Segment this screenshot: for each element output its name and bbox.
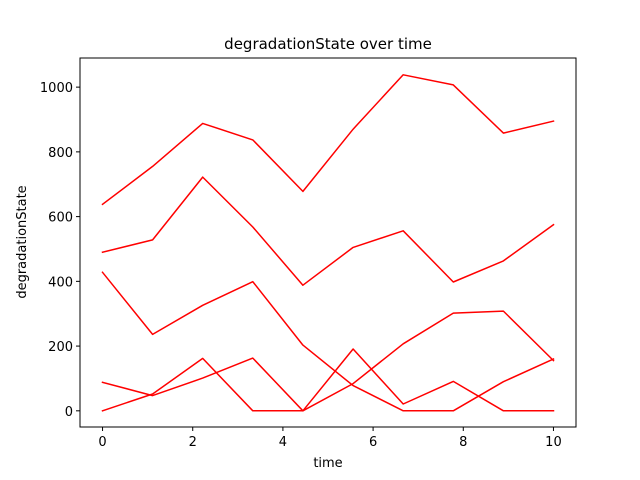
x-tick-label: 6	[369, 435, 377, 450]
x-axis-label: time	[313, 456, 342, 471]
series-line-5	[101, 348, 555, 412]
y-tick-label: 600	[48, 211, 73, 226]
y-axis-label: degradationState	[15, 185, 30, 298]
y-axis: 0 200 400 600 800 1000	[40, 81, 80, 420]
x-axis: 0 2 4 6 8 10	[98, 427, 562, 450]
y-tick-label: 200	[48, 340, 73, 355]
series-line-2	[101, 176, 555, 286]
x-tick-label: 4	[279, 435, 287, 450]
x-tick-label: 2	[189, 435, 197, 450]
x-tick-label: 10	[545, 435, 562, 450]
y-tick-label: 800	[48, 146, 73, 161]
y-tick-label: 1000	[40, 81, 73, 96]
x-tick-label: 0	[98, 435, 106, 450]
chart-title: degradationState over time	[224, 35, 432, 53]
series-layer	[101, 74, 555, 412]
plot-frame	[79, 57, 577, 428]
series-line-4	[101, 310, 555, 412]
y-tick-label: 0	[65, 405, 73, 420]
y-tick-label: 400	[48, 275, 73, 290]
series-line-1	[101, 74, 555, 206]
x-tick-label: 8	[459, 435, 467, 450]
